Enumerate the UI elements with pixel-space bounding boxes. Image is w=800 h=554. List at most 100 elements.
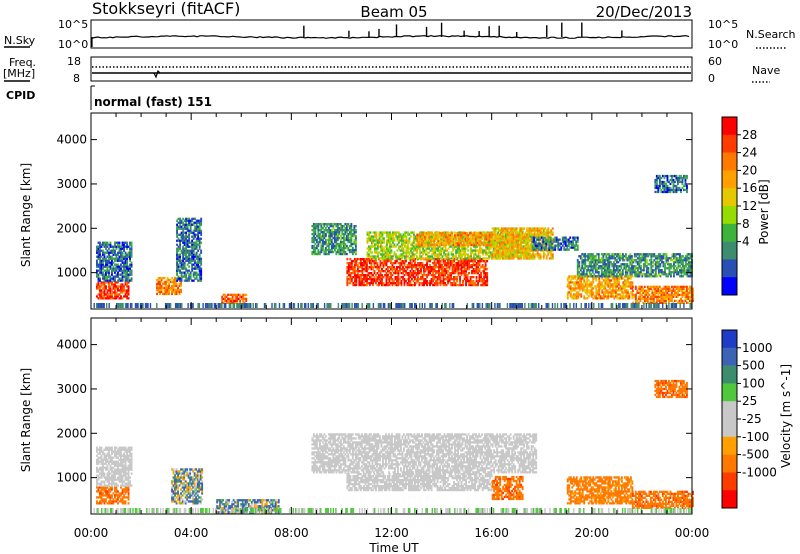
power-cell (575, 279, 578, 282)
power-cell (655, 289, 658, 292)
power-cell (444, 245, 447, 248)
power-cell (414, 276, 416, 279)
power-cell (361, 270, 364, 273)
power-cell (518, 251, 521, 254)
power-cell (424, 244, 426, 247)
power-cell (422, 241, 424, 244)
power-cell (130, 249, 133, 252)
power-cell (512, 239, 515, 242)
power-cell (321, 248, 324, 252)
power-cell (345, 244, 348, 248)
power-cell (497, 237, 500, 240)
power-cell (387, 239, 390, 242)
power-cell (545, 248, 548, 251)
power-cell (380, 239, 382, 242)
power-cell (661, 293, 664, 296)
power-cell (414, 245, 417, 248)
power-cell (530, 241, 533, 244)
power-cell (117, 275, 119, 278)
power-cell (390, 237, 393, 240)
power-cell (462, 247, 465, 250)
power-cell (466, 234, 468, 237)
power-cell (391, 258, 394, 261)
power-cell (558, 238, 561, 241)
power-cell (358, 258, 361, 261)
power-cell (539, 229, 542, 232)
power-cell (378, 268, 380, 271)
power-cell (99, 297, 101, 300)
power-cell (117, 267, 119, 270)
power-cell (497, 251, 500, 254)
power-cell (114, 283, 116, 286)
power-cell (127, 255, 130, 258)
power-cell (471, 280, 473, 283)
power-cell (127, 269, 130, 272)
power-cell (348, 236, 351, 240)
power-cell (402, 268, 404, 271)
power-cell (189, 227, 192, 230)
power-cell (126, 283, 128, 286)
power-cell (466, 264, 469, 267)
power-cell (445, 268, 448, 271)
power-cell (436, 280, 439, 283)
power-cell (680, 285, 682, 288)
power-cell (112, 245, 115, 248)
power-cell (541, 233, 544, 236)
power-cell (130, 263, 133, 266)
power-cell (394, 276, 397, 279)
power-cell (359, 278, 362, 281)
power-cell (484, 282, 487, 285)
power-cell (449, 232, 452, 235)
power-cell (482, 249, 485, 252)
power-cell (590, 283, 593, 286)
power-cell (447, 239, 450, 242)
power-cell (440, 249, 442, 252)
power-cell (185, 225, 188, 228)
power-cell (321, 227, 324, 230)
power-cell (484, 276, 487, 279)
power-cell (347, 234, 350, 238)
power-cell (352, 260, 355, 263)
power-cell (409, 282, 412, 285)
power-cell (185, 217, 188, 220)
power-cell (420, 268, 422, 271)
power-cell (468, 262, 470, 265)
power-cell (534, 236, 537, 239)
power-cell (413, 245, 415, 248)
power-cell (368, 237, 370, 240)
power-cell (185, 247, 188, 250)
power-cell (124, 241, 127, 244)
power-cell (380, 235, 382, 238)
power-cell (330, 240, 333, 244)
power-cell (383, 255, 385, 258)
power-cell (404, 257, 406, 260)
power-cell (97, 275, 100, 278)
power-cell (663, 299, 666, 302)
power-cell (491, 257, 494, 260)
power-cell (455, 251, 457, 254)
power-cell (96, 269, 98, 272)
power-cell (402, 262, 404, 265)
power-cell (345, 236, 348, 240)
power-cell (645, 297, 648, 300)
power-cell (494, 239, 497, 242)
power-cell (124, 245, 127, 248)
power-cell (359, 258, 362, 261)
power-cell (109, 295, 112, 298)
power-cell (548, 246, 551, 249)
power-cell (424, 240, 426, 243)
power-cell (689, 295, 691, 298)
power-cell (511, 247, 514, 250)
power-cell (124, 257, 127, 260)
power-cell (195, 233, 198, 236)
power-cell (108, 257, 110, 260)
power-cell (460, 268, 463, 271)
power-cell (372, 268, 374, 271)
power-cell (437, 242, 440, 245)
power-cell (558, 248, 561, 251)
power-cell (476, 257, 478, 260)
power-cell (478, 240, 480, 243)
power-cell (105, 271, 107, 274)
power-cell (424, 236, 426, 239)
power-cell (350, 268, 353, 271)
